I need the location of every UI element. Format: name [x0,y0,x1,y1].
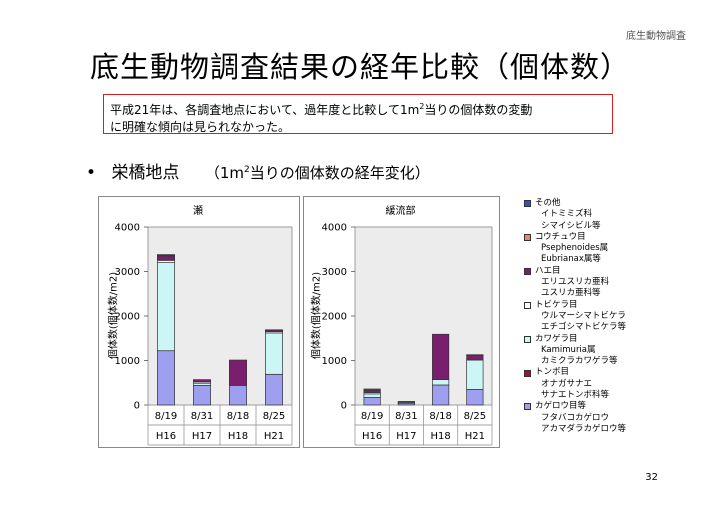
page-title: 底生動物調査結果の経年比較（個体数） [89,50,630,84]
bar-segment [466,359,484,390]
legend: その他 イトミミズ科 シマイシビル等 コウチュウ目 Psephenoides属 Eubri… [524,198,626,435]
bar-segment [193,379,211,383]
y-tick-label: 3000 [115,267,140,278]
x-year-label: H21 [264,431,284,442]
x-year-label: H21 [465,431,485,442]
legend-subitem: エチゴシマトビケラ等 [541,322,627,333]
bar-segment [363,397,381,406]
y-tick-label: 0 [134,401,140,412]
legend-label: その他 [535,198,561,208]
legend-item: その他 [524,198,626,209]
legend-label: ハエ目 [535,265,561,276]
legend-item: コウチュウ目 [524,232,626,243]
chart-title-ryu: 緩流部 [385,206,416,217]
legend-swatch [524,335,531,343]
legend-label: トビケラ目 [535,299,578,310]
y-tick-label: 1000 [322,356,347,367]
x-tick-label: 8/31 [191,411,213,422]
bar-segment [193,385,211,406]
legend-swatch [524,301,531,309]
legend-subitem: Eubrianax属等 [541,254,601,265]
y-tick-label: 3000 [322,267,347,278]
x-year-label: H18 [431,431,451,442]
x-tick-label: 8/18 [429,411,451,422]
x-tick-label: 8/19 [155,411,177,422]
legend-swatch [524,200,531,208]
legend-swatch [524,234,531,242]
summary-line-1: 平成21年は、各調査地点において、過年度と比較して1m2当りの個体数の変動 [110,102,533,117]
legend-subitem: ユスリカ亜科等 [541,288,601,299]
legend-subitem: Kamimuria属 [541,344,596,355]
bar-segment [466,354,484,356]
legend-subitem: サナエトンボ科等 [541,390,610,401]
legend-item: トビケラ目 [524,300,626,311]
legend-label: カワゲラ目 [535,333,578,344]
legend-subitem: カミクラカワゲラ等 [541,356,618,367]
legend-label: カゲロウ目等 [535,401,587,412]
legend-subitem: アカマダラカゲロウ等 [541,423,627,434]
bar-segment [363,388,381,391]
x-tick-label: 8/25 [464,411,486,422]
x-year-label: H16 [362,431,382,442]
bar-segment [466,355,484,361]
legend-label: コウチュウ目 [535,231,586,242]
x-year-label: H18 [228,431,248,442]
bar-segment [229,359,247,386]
legend-swatch [524,267,531,275]
summary-line-2: に明確な傾向は見られなかった。 [110,120,291,134]
x-tick-label: 8/31 [395,411,417,422]
legend-item: トンボ目 [524,367,626,378]
y-tick-label: 0 [341,401,347,412]
legend-subitem: イトミミズ科 [541,209,593,220]
bar-segment [265,332,283,375]
legend-subitem: シマイシビル等 [541,220,601,231]
legend-subitem: オナガサナエ [541,378,593,389]
x-tick-label: 8/18 [227,411,249,422]
legend-swatch [524,403,531,411]
legend-subitem: フタバコカゲロウ [541,412,610,423]
bullet-dot: • [86,163,97,183]
legend-subitem: Psephenoides属 [541,243,609,254]
x-tick-label: 8/25 [263,411,285,422]
summary-box: 平成21年は、各調査地点において、過年度と比較して1m2当りの個体数の変動 に明… [103,94,613,134]
bar-segment [265,373,283,406]
x-year-label: H16 [156,431,176,442]
page-number: 32 [645,472,658,483]
bar-segment [363,393,381,398]
legend-subitem: ウルマーシマトビケラ [541,310,626,321]
legend-item: ハエ目 [524,266,626,277]
legend-swatch [524,369,531,377]
header-label: 底生動物調査 [626,31,686,42]
bar-segment [157,262,175,352]
bar-segment [157,255,175,261]
x-year-label: H17 [192,431,212,442]
x-tick-label: 8/19 [361,411,383,422]
bar-segment [432,384,450,406]
bar-segment [157,254,175,256]
bar-segment [432,379,450,386]
legend-item: カゲロウ目等 [524,401,626,412]
legend-label: トンボ目 [535,367,570,378]
legend-subitem: エリユスリカ亜科 [541,277,610,288]
bar-segment [229,385,247,406]
bullet-heading: • 栄橋地点 （1m2当りの個体数の経年変化） [86,158,430,183]
y-tick-label: 1000 [115,356,140,367]
y-tick-label: 4000 [115,223,140,234]
y-tick-label: 2000 [115,312,140,323]
bar-segment [466,389,484,406]
chart-title-se: 瀬 [193,206,203,217]
legend-item: カワゲラ目 [524,334,626,345]
bullet-main: 栄橋地点 [111,163,180,183]
bar-segment [157,350,175,406]
x-year-label: H17 [396,431,416,442]
bar-segment [432,333,450,380]
y-tick-label: 2000 [322,312,347,323]
bullet-subtitle: （1m2当りの個体数の経年変化） [204,164,430,182]
y-tick-label: 4000 [322,223,347,234]
